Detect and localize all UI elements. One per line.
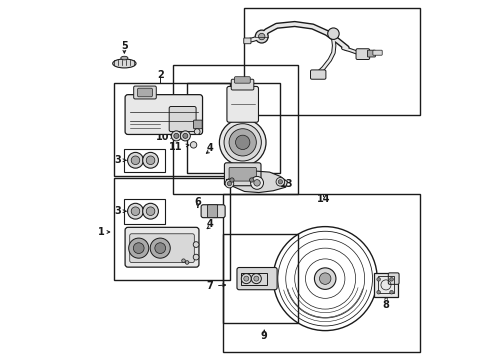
Circle shape xyxy=(150,238,170,258)
Ellipse shape xyxy=(112,59,136,68)
Circle shape xyxy=(253,276,258,281)
Circle shape xyxy=(229,178,234,182)
FancyBboxPatch shape xyxy=(310,70,325,79)
FancyBboxPatch shape xyxy=(133,86,156,99)
FancyBboxPatch shape xyxy=(372,50,382,55)
FancyBboxPatch shape xyxy=(169,107,196,132)
Text: 13: 13 xyxy=(279,179,292,189)
Circle shape xyxy=(128,238,148,258)
Circle shape xyxy=(376,291,380,294)
FancyBboxPatch shape xyxy=(207,205,217,218)
Circle shape xyxy=(241,274,251,284)
Text: 14: 14 xyxy=(316,194,329,204)
Circle shape xyxy=(389,278,392,281)
Circle shape xyxy=(190,141,196,148)
Polygon shape xyxy=(226,171,287,193)
Circle shape xyxy=(182,259,185,262)
Circle shape xyxy=(314,268,335,289)
Circle shape xyxy=(146,207,155,216)
Circle shape xyxy=(376,278,380,281)
Circle shape xyxy=(193,254,199,260)
Circle shape xyxy=(255,30,267,43)
Circle shape xyxy=(219,119,265,166)
Circle shape xyxy=(127,152,143,168)
Text: 9: 9 xyxy=(260,331,267,341)
Text: 4: 4 xyxy=(206,143,213,153)
Bar xyxy=(373,273,397,297)
Circle shape xyxy=(131,207,140,216)
Text: 5: 5 xyxy=(121,41,127,50)
Bar xyxy=(223,234,298,323)
FancyBboxPatch shape xyxy=(224,163,261,186)
Bar xyxy=(377,276,394,293)
FancyBboxPatch shape xyxy=(234,77,250,83)
Text: 7: 7 xyxy=(206,281,212,291)
FancyBboxPatch shape xyxy=(387,273,398,284)
Bar xyxy=(113,83,230,176)
Circle shape xyxy=(193,242,199,247)
Bar xyxy=(123,149,164,172)
Circle shape xyxy=(155,243,165,253)
Circle shape xyxy=(327,28,339,40)
Circle shape xyxy=(174,134,179,138)
Circle shape xyxy=(253,180,260,186)
Circle shape xyxy=(194,129,200,134)
Circle shape xyxy=(276,177,284,186)
Bar xyxy=(244,8,419,116)
FancyBboxPatch shape xyxy=(125,95,202,134)
Bar xyxy=(223,194,419,352)
Circle shape xyxy=(235,135,249,149)
Circle shape xyxy=(185,261,188,264)
FancyBboxPatch shape xyxy=(244,38,250,44)
FancyBboxPatch shape xyxy=(201,205,224,218)
FancyBboxPatch shape xyxy=(237,267,277,290)
Circle shape xyxy=(224,179,233,188)
Text: 3: 3 xyxy=(114,155,121,165)
Bar xyxy=(123,199,164,224)
FancyBboxPatch shape xyxy=(228,167,256,181)
Circle shape xyxy=(250,176,263,189)
Circle shape xyxy=(171,131,181,141)
FancyBboxPatch shape xyxy=(125,227,199,267)
Circle shape xyxy=(278,180,282,184)
Circle shape xyxy=(180,131,190,141)
Circle shape xyxy=(244,276,248,281)
Circle shape xyxy=(258,33,264,40)
Text: 6: 6 xyxy=(194,197,201,207)
Circle shape xyxy=(127,203,143,219)
Circle shape xyxy=(227,181,231,186)
Bar xyxy=(241,273,266,285)
Circle shape xyxy=(142,203,158,219)
Text: 11: 11 xyxy=(169,141,182,152)
FancyBboxPatch shape xyxy=(193,120,202,129)
Circle shape xyxy=(131,156,140,165)
Circle shape xyxy=(319,273,330,284)
Circle shape xyxy=(146,156,155,165)
Bar xyxy=(187,83,280,173)
Text: 4: 4 xyxy=(206,219,213,229)
FancyBboxPatch shape xyxy=(367,50,375,57)
FancyBboxPatch shape xyxy=(137,88,152,97)
Circle shape xyxy=(142,152,158,168)
Text: 3: 3 xyxy=(114,206,121,216)
Text: 8: 8 xyxy=(382,300,389,310)
Text: 1: 1 xyxy=(98,227,104,237)
Circle shape xyxy=(133,243,144,253)
Circle shape xyxy=(251,274,261,284)
Circle shape xyxy=(389,291,392,294)
FancyBboxPatch shape xyxy=(355,49,369,59)
Circle shape xyxy=(249,178,253,182)
Ellipse shape xyxy=(121,56,128,60)
Text: 10: 10 xyxy=(156,132,169,142)
Text: 2: 2 xyxy=(157,70,163,80)
Circle shape xyxy=(224,124,261,161)
FancyBboxPatch shape xyxy=(129,234,194,262)
Circle shape xyxy=(183,134,187,138)
Text: 12: 12 xyxy=(170,125,183,135)
Bar xyxy=(172,65,298,194)
Bar xyxy=(113,178,230,280)
FancyBboxPatch shape xyxy=(231,79,253,90)
FancyBboxPatch shape xyxy=(226,86,258,122)
Circle shape xyxy=(228,129,256,156)
